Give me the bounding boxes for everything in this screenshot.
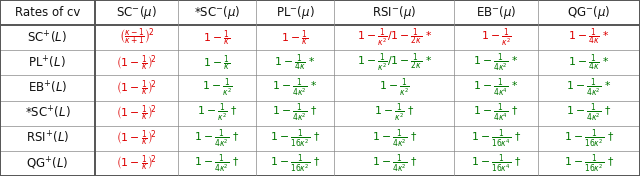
Text: SC$^{+}(L)$: SC$^{+}(L)$ (28, 30, 67, 46)
Text: $1-\frac{1}{4\kappa^2}$ $\dagger$: $1-\frac{1}{4\kappa^2}$ $\dagger$ (372, 127, 417, 150)
Text: $\left(\frac{\kappa-1}{\kappa+1}\right)^{\!2}$: $\left(\frac{\kappa-1}{\kappa+1}\right)^… (118, 27, 154, 48)
Text: $1-\frac{1}{16\kappa^4}$ $\dagger$: $1-\frac{1}{16\kappa^4}$ $\dagger$ (471, 152, 521, 175)
Text: PL$^{+}(L)$: PL$^{+}(L)$ (29, 55, 66, 71)
Text: $1-\frac{1}{\kappa}$: $1-\frac{1}{\kappa}$ (204, 53, 230, 73)
Text: $1-\frac{1}{4\kappa^4}$ $\dagger$: $1-\frac{1}{4\kappa^4}$ $\dagger$ (474, 102, 518, 124)
Text: $1-\frac{1}{4\kappa}$ *: $1-\frac{1}{4\kappa}$ * (568, 52, 609, 74)
Text: QG$^{+}(L)$: QG$^{+}(L)$ (26, 155, 68, 172)
Text: $1-\frac{1}{\kappa^2}$: $1-\frac{1}{\kappa^2}$ (481, 26, 511, 49)
Text: $1-\frac{1}{\kappa^2}/1-\frac{1}{2\kappa}$ *: $1-\frac{1}{\kappa^2}/1-\frac{1}{2\kappa… (356, 26, 432, 49)
Text: $1-\frac{1}{4\kappa^2}$ *: $1-\frac{1}{4\kappa^2}$ * (272, 77, 318, 99)
Text: $1-\frac{1}{16\kappa^2}$ $\dagger$: $1-\frac{1}{16\kappa^2}$ $\dagger$ (270, 152, 320, 175)
Text: $\left(1-\frac{1}{\kappa}\right)^{\!2}$: $\left(1-\frac{1}{\kappa}\right)^{\!2}$ (116, 78, 157, 98)
Text: $1-\frac{1}{\kappa^2}$: $1-\frac{1}{\kappa^2}$ (202, 77, 232, 99)
Text: $\left(1-\frac{1}{\kappa}\right)^{\!2}$: $\left(1-\frac{1}{\kappa}\right)^{\!2}$ (116, 53, 157, 73)
Text: EB$^{-}(\mu)$: EB$^{-}(\mu)$ (476, 4, 516, 21)
Text: $\left(1-\frac{1}{\kappa}\right)^{\!2}$: $\left(1-\frac{1}{\kappa}\right)^{\!2}$ (116, 103, 157, 123)
Text: $1-\frac{1}{4\kappa}$ *: $1-\frac{1}{4\kappa}$ * (568, 27, 609, 48)
Text: $1-\frac{1}{4\kappa^2}$ $\dagger$: $1-\frac{1}{4\kappa^2}$ $\dagger$ (372, 152, 417, 175)
Text: SC$^{-}(\mu)$: SC$^{-}(\mu)$ (116, 4, 157, 21)
Text: $1-\frac{1}{16\kappa^2}$ $\dagger$: $1-\frac{1}{16\kappa^2}$ $\dagger$ (270, 127, 320, 150)
Text: $\left(1-\frac{1}{\kappa}\right)^{\!2}$: $\left(1-\frac{1}{\kappa}\right)^{\!2}$ (116, 153, 157, 173)
Text: $1-\frac{1}{\kappa^2}$ $\dagger$: $1-\frac{1}{\kappa^2}$ $\dagger$ (196, 102, 237, 124)
Text: QG$^{-}(\mu)$: QG$^{-}(\mu)$ (567, 4, 611, 21)
Text: $1-\frac{1}{16\kappa^2}$ $\dagger$: $1-\frac{1}{16\kappa^2}$ $\dagger$ (564, 127, 614, 150)
Text: $1-\frac{1}{\kappa}$: $1-\frac{1}{\kappa}$ (282, 28, 308, 48)
Text: EB$^{+}(L)$: EB$^{+}(L)$ (28, 80, 67, 96)
Text: $1-\frac{1}{4\kappa^4}$ *: $1-\frac{1}{4\kappa^4}$ * (473, 77, 519, 99)
Text: $1-\frac{1}{16\kappa^2}$ $\dagger$: $1-\frac{1}{16\kappa^2}$ $\dagger$ (564, 152, 614, 175)
Text: Rates of cv: Rates of cv (15, 6, 80, 19)
Text: $1-\frac{1}{4\kappa^2}$ $\dagger$: $1-\frac{1}{4\kappa^2}$ $\dagger$ (566, 102, 611, 124)
Text: $1-\frac{1}{4\kappa^2}$ *: $1-\frac{1}{4\kappa^2}$ * (566, 77, 612, 99)
Text: PL$^{-}(\mu)$: PL$^{-}(\mu)$ (276, 4, 314, 21)
Text: $1-\frac{1}{4\kappa^2}$ *: $1-\frac{1}{4\kappa^2}$ * (473, 52, 519, 74)
Text: $1-\frac{1}{\kappa^2}$ $\dagger$: $1-\frac{1}{\kappa^2}$ $\dagger$ (374, 102, 415, 124)
Text: $\left(1-\frac{1}{\kappa}\right)^{\!2}$: $\left(1-\frac{1}{\kappa}\right)^{\!2}$ (116, 128, 157, 148)
Text: *SC$^{+}(L)$: *SC$^{+}(L)$ (24, 105, 70, 121)
Text: *SC$^{-}(\mu)$: *SC$^{-}(\mu)$ (194, 4, 240, 21)
Text: $1-\frac{1}{\kappa}$: $1-\frac{1}{\kappa}$ (204, 28, 230, 48)
Text: $1-\frac{1}{\kappa^2}/1-\frac{1}{2\kappa}$ *: $1-\frac{1}{\kappa^2}/1-\frac{1}{2\kappa… (356, 52, 432, 74)
Text: RSI$^{+}(L)$: RSI$^{+}(L)$ (26, 130, 69, 146)
Text: $1-\frac{1}{16\kappa^4}$ $\dagger$: $1-\frac{1}{16\kappa^4}$ $\dagger$ (471, 127, 521, 150)
Text: $1-\frac{1}{4\kappa^2}$ $\dagger$: $1-\frac{1}{4\kappa^2}$ $\dagger$ (273, 102, 317, 124)
Text: $1-\frac{1}{4\kappa}$ *: $1-\frac{1}{4\kappa}$ * (275, 52, 316, 74)
Text: $1-\frac{1}{4\kappa^2}$ $\dagger$: $1-\frac{1}{4\kappa^2}$ $\dagger$ (195, 127, 239, 150)
Text: $1-\frac{1}{4\kappa^2}$ $\dagger$: $1-\frac{1}{4\kappa^2}$ $\dagger$ (195, 152, 239, 175)
Text: $1-\frac{1}{\kappa^2}$: $1-\frac{1}{\kappa^2}$ (379, 77, 410, 99)
Text: RSI$^{-}(\mu)$: RSI$^{-}(\mu)$ (372, 4, 416, 21)
